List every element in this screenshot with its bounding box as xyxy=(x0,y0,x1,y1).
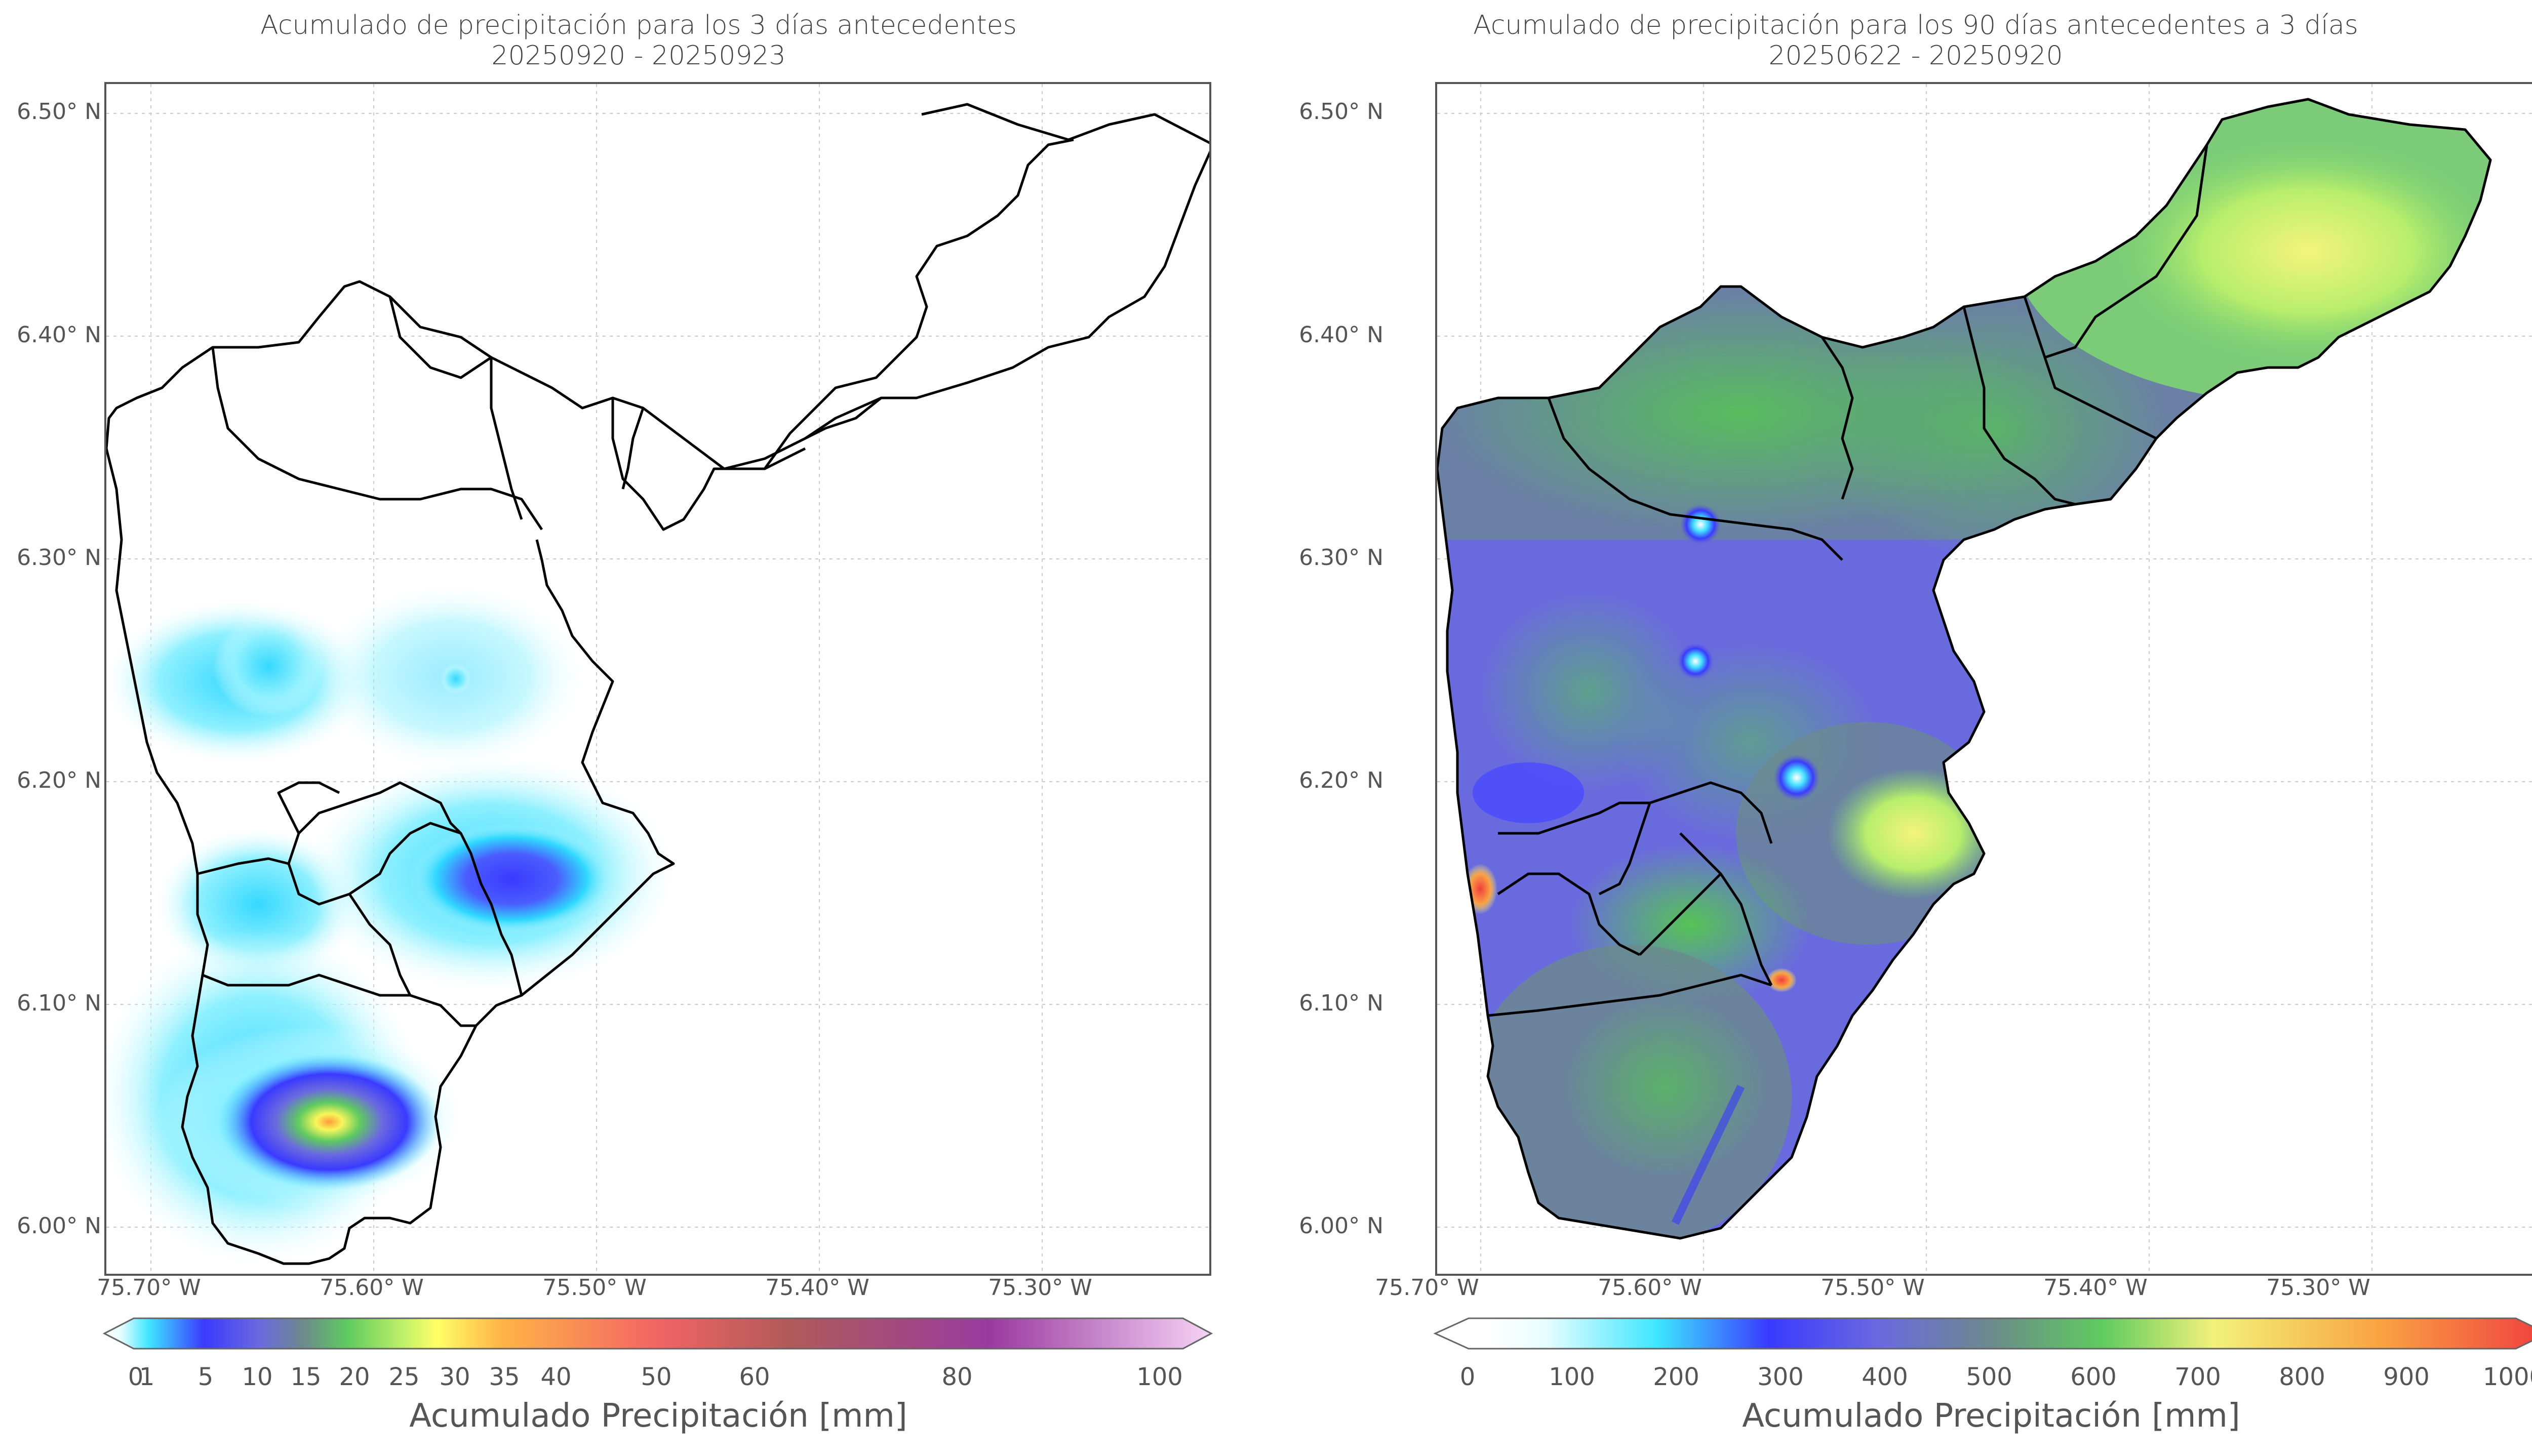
colorbar-tick: 20 xyxy=(339,1363,370,1391)
y-tick-label: 6.20° N xyxy=(17,767,101,793)
municipality-boundaries xyxy=(106,103,1209,1265)
right-colorbar-strip xyxy=(1433,1317,2532,1350)
colorbar-tick: 100 xyxy=(1136,1363,1183,1391)
left-colorbar-strip xyxy=(102,1317,1213,1350)
y-tick-label: 6.50° N xyxy=(1299,99,1383,125)
right-map-canvas xyxy=(1437,84,2532,1274)
y-tick-label: 6.30° N xyxy=(1299,545,1383,571)
colorbar-tick: 700 xyxy=(2174,1363,2221,1391)
colorbar-tick: 1000 xyxy=(2482,1363,2532,1391)
y-tick-label: 6.50° N xyxy=(17,99,101,125)
y-tick-label: 6.40° N xyxy=(1299,322,1383,348)
colorbar-tick: 200 xyxy=(1653,1363,1699,1391)
colorbar-tick: 80 xyxy=(941,1363,973,1391)
left-colorbar-label: Acumulado Precipitación [mm] xyxy=(409,1397,907,1435)
right-map-date-range: 20250622 - 20250920 xyxy=(1768,41,2063,71)
x-tick-label: 75.50° W xyxy=(542,1275,647,1301)
colorbar-tick: 1 xyxy=(139,1363,155,1391)
municipality-boundaries xyxy=(1437,98,2492,1240)
y-tick-label: 6.10° N xyxy=(1299,990,1383,1016)
left-map-canvas xyxy=(106,84,1209,1274)
right-map-title: Acumulado de precipitación para los 90 d… xyxy=(1473,10,2358,41)
colorbar-tick: 0 xyxy=(128,1363,144,1391)
right-map-area[interactable] xyxy=(1435,82,2532,1276)
x-tick-label: 75.40° W xyxy=(2043,1275,2148,1301)
colorbar-tick: 25 xyxy=(388,1363,420,1391)
left-colorbar xyxy=(102,1317,1213,1350)
colorbar-tick: 50 xyxy=(641,1363,672,1391)
left-map-title: Acumulado de precipitación para los 3 dí… xyxy=(260,10,1017,41)
right-map-panel: Acumulado de precipitación para los 90 d… xyxy=(1277,0,2532,1456)
x-tick-label: 75.40° W xyxy=(765,1275,869,1301)
right-colorbar-label: Acumulado Precipitación [mm] xyxy=(1742,1397,2240,1435)
colorbar-tick: 800 xyxy=(2279,1363,2325,1391)
left-map-panel: Acumulado de precipitación para los 3 dí… xyxy=(17,10,1213,1435)
precipitation-field xyxy=(106,585,674,1264)
colorbar-tick: 40 xyxy=(540,1363,572,1391)
colorbar-tick: 300 xyxy=(1757,1363,1804,1391)
x-tick-label: 75.30° W xyxy=(2266,1275,2370,1301)
x-tick-label: 75.70° W xyxy=(1375,1275,1479,1301)
x-tick-label: 75.60° W xyxy=(320,1275,424,1301)
colorbar-tick: 15 xyxy=(290,1363,322,1391)
colorbar-tick: 35 xyxy=(489,1363,520,1391)
y-tick-label: 6.00° N xyxy=(17,1213,101,1239)
left-map-area[interactable] xyxy=(104,82,1211,1276)
y-tick-label: 6.20° N xyxy=(1299,767,1383,793)
x-tick-label: 75.60° W xyxy=(1598,1275,1702,1301)
y-tick-label: 6.30° N xyxy=(17,545,101,571)
colorbar-tick: 600 xyxy=(2070,1363,2117,1391)
right-colorbar xyxy=(1433,1317,2532,1350)
left-map-date-range: 20250920 - 20250923 xyxy=(491,41,786,71)
y-tick-label: 6.00° N xyxy=(1299,1213,1383,1239)
x-tick-label: 75.30° W xyxy=(988,1275,1092,1301)
colorbar-tick: 400 xyxy=(1862,1363,1908,1391)
colorbar-tick: 900 xyxy=(2383,1363,2430,1391)
y-tick-label: 6.10° N xyxy=(17,990,101,1016)
colorbar-tick: 0 xyxy=(1459,1363,1476,1391)
colorbar-tick: 500 xyxy=(1966,1363,2012,1391)
precipitation-field xyxy=(1437,99,2490,1238)
x-tick-label: 75.70° W xyxy=(97,1275,201,1301)
colorbar-tick: 10 xyxy=(242,1363,273,1391)
x-tick-label: 75.50° W xyxy=(1821,1275,1925,1301)
colorbar-tick: 30 xyxy=(439,1363,470,1391)
colorbar-tick: 60 xyxy=(739,1363,770,1391)
y-tick-label: 6.40° N xyxy=(17,322,101,348)
colorbar-tick: 5 xyxy=(197,1363,214,1391)
colorbar-tick: 100 xyxy=(1549,1363,1595,1391)
